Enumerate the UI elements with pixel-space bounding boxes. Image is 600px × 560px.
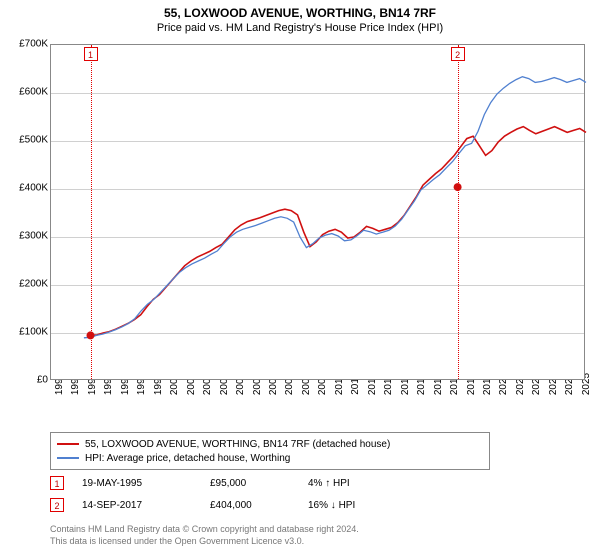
marker-box: 1 xyxy=(84,47,98,61)
y-tick-label: £300K xyxy=(4,231,48,242)
legend-swatch xyxy=(57,443,79,445)
y-tick-label: £700K xyxy=(4,39,48,50)
sale-date: 19-MAY-1995 xyxy=(82,478,192,489)
footnote-line: Contains HM Land Registry data © Crown c… xyxy=(50,524,359,536)
sale-price: £95,000 xyxy=(210,478,290,489)
y-tick-label: £100K xyxy=(4,327,48,338)
chart: 12 xyxy=(50,44,585,380)
legend-label: HPI: Average price, detached house, Wort… xyxy=(85,453,290,464)
sale-diff: 4% ↑ HPI xyxy=(308,478,408,489)
series-price_paid xyxy=(91,127,587,336)
series-hpi xyxy=(84,77,586,338)
page-subtitle: Price paid vs. HM Land Registry's House … xyxy=(0,20,600,40)
legend-item: HPI: Average price, detached house, Wort… xyxy=(57,451,483,465)
y-tick-label: £200K xyxy=(4,279,48,290)
legend-label: 55, LOXWOOD AVENUE, WORTHING, BN14 7RF (… xyxy=(85,439,390,450)
sale-marker: 1 xyxy=(50,476,64,490)
legend-swatch xyxy=(57,457,79,459)
sale-price: £404,000 xyxy=(210,500,290,511)
legend: 55, LOXWOOD AVENUE, WORTHING, BN14 7RF (… xyxy=(50,432,490,470)
y-tick-label: £600K xyxy=(4,87,48,98)
page-title: 55, LOXWOOD AVENUE, WORTHING, BN14 7RF xyxy=(0,0,600,20)
footnote: Contains HM Land Registry data © Crown c… xyxy=(50,524,359,547)
y-tick-label: £500K xyxy=(4,135,48,146)
marker-line xyxy=(91,45,92,379)
sale-date: 14-SEP-2017 xyxy=(82,500,192,511)
y-tick-label: £0 xyxy=(4,375,48,386)
marker-line xyxy=(458,45,459,379)
sale-diff: 16% ↓ HPI xyxy=(308,500,408,511)
sale-row: 2 14-SEP-2017 £404,000 16% ↓ HPI xyxy=(50,498,408,512)
legend-item: 55, LOXWOOD AVENUE, WORTHING, BN14 7RF (… xyxy=(57,437,483,451)
sale-marker: 2 xyxy=(50,498,64,512)
sale-row: 1 19-MAY-1995 £95,000 4% ↑ HPI xyxy=(50,476,408,490)
footnote-line: This data is licensed under the Open Gov… xyxy=(50,536,359,548)
y-tick-label: £400K xyxy=(4,183,48,194)
marker-box: 2 xyxy=(451,47,465,61)
